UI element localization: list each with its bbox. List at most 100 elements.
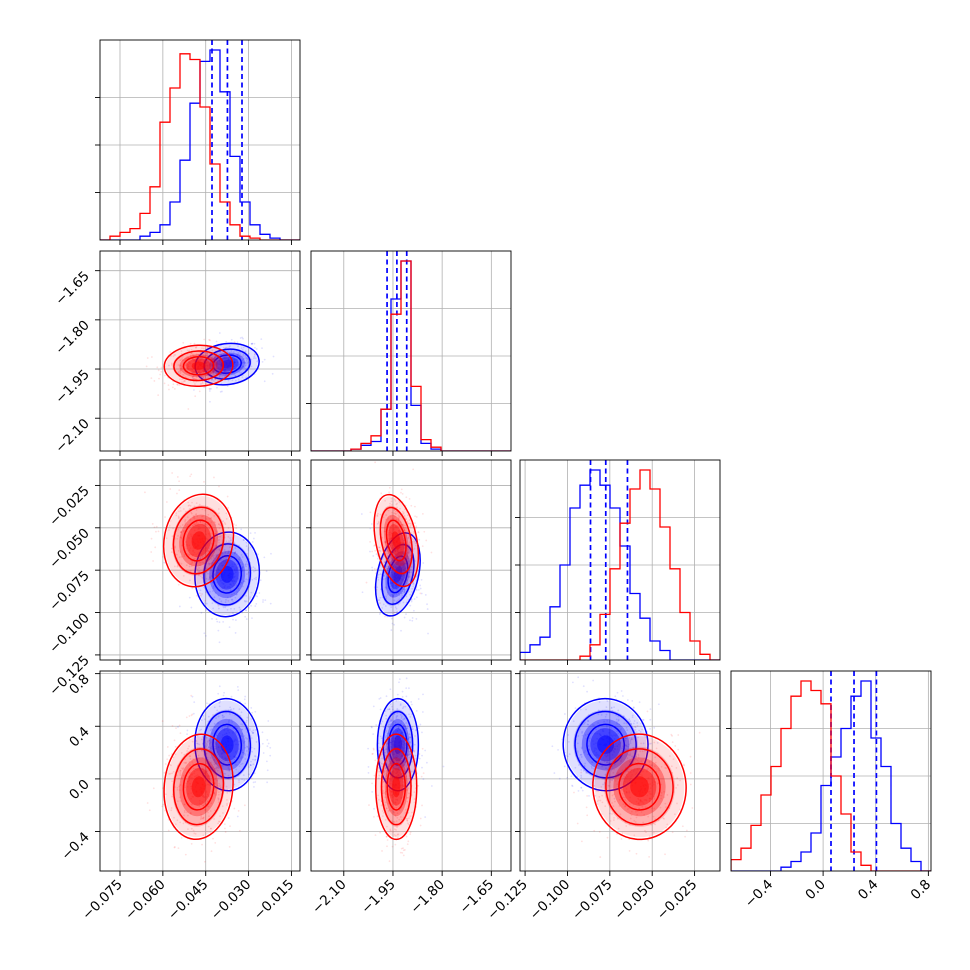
sample-point bbox=[394, 525, 397, 528]
sample-point bbox=[634, 726, 637, 729]
contour-line-blue bbox=[374, 532, 421, 617]
sample-point bbox=[195, 524, 197, 526]
sample-point bbox=[398, 557, 401, 560]
sample-point bbox=[396, 511, 399, 514]
sample-point bbox=[233, 580, 236, 582]
sample-point bbox=[205, 537, 208, 540]
sample-point bbox=[617, 776, 620, 779]
sample-point bbox=[651, 798, 654, 801]
sample-point bbox=[653, 797, 656, 800]
sample-point bbox=[225, 357, 228, 360]
density-red bbox=[375, 733, 418, 841]
sample-point bbox=[203, 524, 205, 527]
sample-point bbox=[203, 370, 205, 373]
y-tick-label: −1.80 bbox=[52, 317, 93, 358]
sample-point bbox=[254, 569, 257, 572]
sample-point bbox=[584, 762, 587, 765]
sample-point bbox=[212, 590, 214, 593]
sample-point bbox=[388, 531, 391, 534]
sample-point bbox=[644, 798, 647, 801]
sample-point bbox=[601, 729, 604, 732]
sample-point bbox=[395, 563, 398, 566]
sample-point bbox=[179, 378, 181, 381]
sample-point bbox=[161, 787, 164, 790]
sample-point bbox=[400, 716, 403, 719]
panel-2-0-axes bbox=[95, 460, 300, 665]
sample-point bbox=[391, 771, 394, 773]
sample-point bbox=[174, 545, 177, 548]
sample-point bbox=[177, 726, 179, 728]
sample-point bbox=[609, 781, 612, 783]
sample-point bbox=[211, 358, 214, 361]
sample-point bbox=[205, 352, 208, 355]
sample-point bbox=[614, 763, 617, 766]
sample-point bbox=[260, 338, 263, 341]
sample-point bbox=[592, 767, 595, 770]
sample-point bbox=[385, 518, 387, 521]
sample-point bbox=[390, 762, 392, 765]
sample-point bbox=[613, 748, 616, 750]
sample-point bbox=[372, 747, 375, 750]
sample-point bbox=[183, 811, 186, 814]
sample-point bbox=[217, 366, 220, 369]
sample-point bbox=[206, 523, 208, 526]
sample-point bbox=[217, 367, 220, 370]
panel-frame-1-0 bbox=[99, 250, 301, 452]
sample-point bbox=[587, 745, 590, 747]
sample-point bbox=[610, 769, 613, 772]
sample-point bbox=[634, 758, 637, 761]
sample-point bbox=[409, 619, 411, 622]
sample-point bbox=[235, 524, 238, 527]
sample-point bbox=[243, 779, 246, 781]
sample-point bbox=[385, 769, 388, 772]
sample-point bbox=[398, 594, 401, 597]
sample-point bbox=[189, 579, 191, 582]
sample-point bbox=[406, 822, 409, 825]
sample-point bbox=[398, 598, 401, 601]
sample-point bbox=[403, 550, 406, 553]
sample-point bbox=[388, 780, 391, 783]
sample-point bbox=[613, 706, 615, 709]
sample-point bbox=[580, 776, 583, 779]
sample-point bbox=[647, 815, 650, 818]
sample-point bbox=[401, 575, 404, 578]
sample-point bbox=[155, 530, 157, 533]
sample-point bbox=[625, 722, 628, 725]
sample-point bbox=[170, 362, 173, 365]
x-tick-label: −0.030 bbox=[208, 877, 255, 924]
sample-point bbox=[619, 760, 622, 763]
sample-point bbox=[426, 603, 428, 606]
sample-point bbox=[213, 522, 216, 524]
sample-point bbox=[253, 786, 255, 788]
sample-point bbox=[665, 826, 668, 829]
sample-point bbox=[185, 357, 188, 360]
sample-point bbox=[197, 571, 200, 573]
sample-point bbox=[233, 363, 235, 366]
sample-point bbox=[213, 357, 216, 360]
sample-point bbox=[611, 735, 614, 738]
sample-point bbox=[375, 724, 378, 726]
sample-point bbox=[246, 746, 249, 749]
sample-point bbox=[404, 848, 406, 851]
sample-point bbox=[414, 729, 417, 732]
density-red bbox=[163, 344, 234, 388]
sample-point bbox=[213, 759, 216, 762]
sample-point bbox=[202, 794, 204, 797]
sample-point bbox=[222, 560, 225, 563]
sample-point bbox=[654, 781, 656, 784]
sample-point bbox=[414, 515, 416, 518]
sample-point bbox=[609, 820, 612, 822]
sample-point bbox=[234, 552, 236, 555]
sample-point bbox=[216, 784, 219, 787]
sample-point bbox=[394, 814, 396, 816]
sample-point bbox=[177, 528, 180, 531]
sample-point bbox=[397, 516, 400, 518]
sample-point bbox=[631, 755, 633, 758]
sample-point bbox=[376, 514, 379, 517]
sample-point bbox=[233, 607, 236, 610]
sample-point bbox=[412, 530, 415, 533]
sample-point bbox=[179, 732, 182, 735]
sample-point bbox=[215, 361, 218, 364]
sample-point bbox=[625, 776, 627, 779]
sample-point bbox=[630, 877, 632, 879]
